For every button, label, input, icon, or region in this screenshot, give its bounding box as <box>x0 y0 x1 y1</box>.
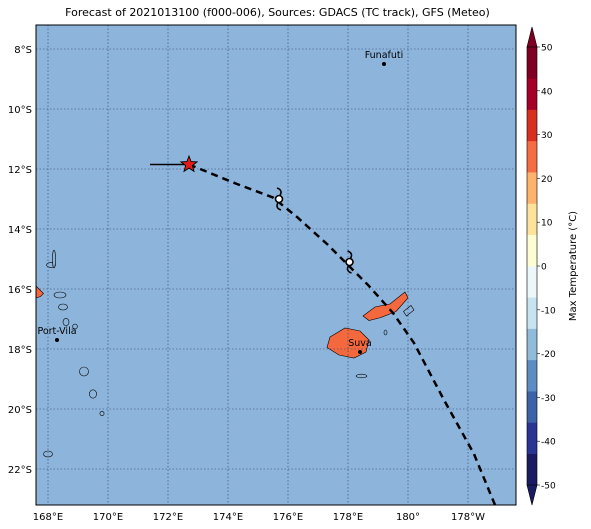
colorbar-tick-label: 30 <box>541 131 553 141</box>
city-dot <box>358 350 362 354</box>
island <box>99 411 105 416</box>
island <box>52 249 56 269</box>
land-mass <box>403 305 415 317</box>
graticule <box>36 25 516 505</box>
island <box>355 373 368 379</box>
colorbar-tick-label: 40 <box>541 87 553 97</box>
lat-tick-label: 10°S <box>8 105 32 116</box>
colorbar-tick-label: 20 <box>541 175 553 185</box>
colorbar-segment <box>527 109 537 142</box>
colorbar-segment <box>527 140 537 173</box>
colorbar-segment <box>527 47 537 79</box>
city-marker: Suva <box>348 338 372 354</box>
colorbar-segment <box>527 172 537 204</box>
map-plot-area: Funafuti Port-Vila Suva <box>35 24 517 506</box>
city-label: Port-Vila <box>37 326 76 337</box>
colorbar-segment <box>527 78 537 110</box>
colorbar-segment <box>527 297 537 329</box>
island <box>53 291 67 299</box>
city-dot <box>382 62 386 66</box>
lat-tick-label: 18°S <box>8 345 32 356</box>
land-mass <box>326 327 370 359</box>
lon-tick-label: 172°E <box>153 512 183 523</box>
city-label: Suva <box>348 338 372 349</box>
island <box>72 323 78 330</box>
colorbar-segment <box>527 328 537 361</box>
colorbar: 50 40 30 20 10 0 -10 -20 -30 -40 -50 Max Temperatur… <box>526 26 579 506</box>
plot-border <box>35 24 517 506</box>
ocean <box>36 25 516 505</box>
island <box>89 389 97 399</box>
city-layer: Funafuti Port-Vila Suva <box>37 50 403 354</box>
colorbar-tick-label: 50 <box>541 44 553 54</box>
island <box>383 329 388 336</box>
land-layer <box>35 249 415 458</box>
colorbar-tick-label: -10 <box>541 306 556 316</box>
colorbar-tick-label: -40 <box>541 438 556 448</box>
island <box>58 303 68 311</box>
lon-tick-label: 176°E <box>273 512 303 523</box>
latitude-axis: 8°S 10°S 12°S 14°S 16°S 18°S 20°S 22°S <box>8 45 32 476</box>
lon-tick-label: 178°W <box>451 512 485 523</box>
island <box>79 366 89 377</box>
island <box>62 318 70 326</box>
colorbar-segment <box>527 422 537 455</box>
lat-tick-label: 16°S <box>8 285 32 296</box>
city-dot <box>55 338 59 342</box>
map-title: Forecast of 2021013100 (f000-006), Sourc… <box>65 6 490 19</box>
current-position-star-icon <box>179 154 199 173</box>
forecast-track <box>188 163 497 506</box>
colorbar-max-arrow <box>526 26 538 48</box>
lat-tick-label: 22°S <box>8 465 32 476</box>
lat-tick-label: 8°S <box>14 45 32 56</box>
city-marker: Port-Vila <box>37 326 77 342</box>
lat-tick-label: 14°S <box>8 225 32 236</box>
lat-tick-label: 12°S <box>8 165 32 176</box>
longitude-axis: 168°E 170°E 172°E 174°E 176°E 178°E 180° 178°W <box>33 512 485 523</box>
city-label: Funafuti <box>365 50 404 61</box>
colorbar-label: Max Temperature (°C) <box>568 211 579 321</box>
lon-tick-label: 180° <box>396 512 420 523</box>
colorbar-segment <box>527 234 537 267</box>
lon-tick-label: 168°E <box>33 512 63 523</box>
colorbar-tick-label: -50 <box>541 482 556 492</box>
colorbar-segment <box>527 203 537 236</box>
lon-tick-label: 174°E <box>213 512 243 523</box>
cyclone-icon <box>345 250 354 274</box>
city-marker: Funafuti <box>365 50 404 66</box>
colorbar-min-arrow <box>526 484 538 506</box>
lon-tick-label: 178°E <box>333 512 363 523</box>
colorbar-tick-label: 0 <box>541 263 547 273</box>
cyclone-track <box>150 154 497 506</box>
colorbar-segment <box>527 453 537 486</box>
lat-tick-label: 20°S <box>8 405 32 416</box>
colorbar-segment <box>527 391 537 423</box>
colorbar-tick-label: 10 <box>541 219 553 229</box>
colorbar-tick-label: -30 <box>541 394 556 404</box>
colorbar-segment <box>527 359 537 392</box>
lon-tick-label: 170°E <box>93 512 123 523</box>
colorbar-segment <box>527 266 537 298</box>
colorbar-tick-label: -20 <box>541 350 556 360</box>
cyclone-icon <box>274 187 284 211</box>
